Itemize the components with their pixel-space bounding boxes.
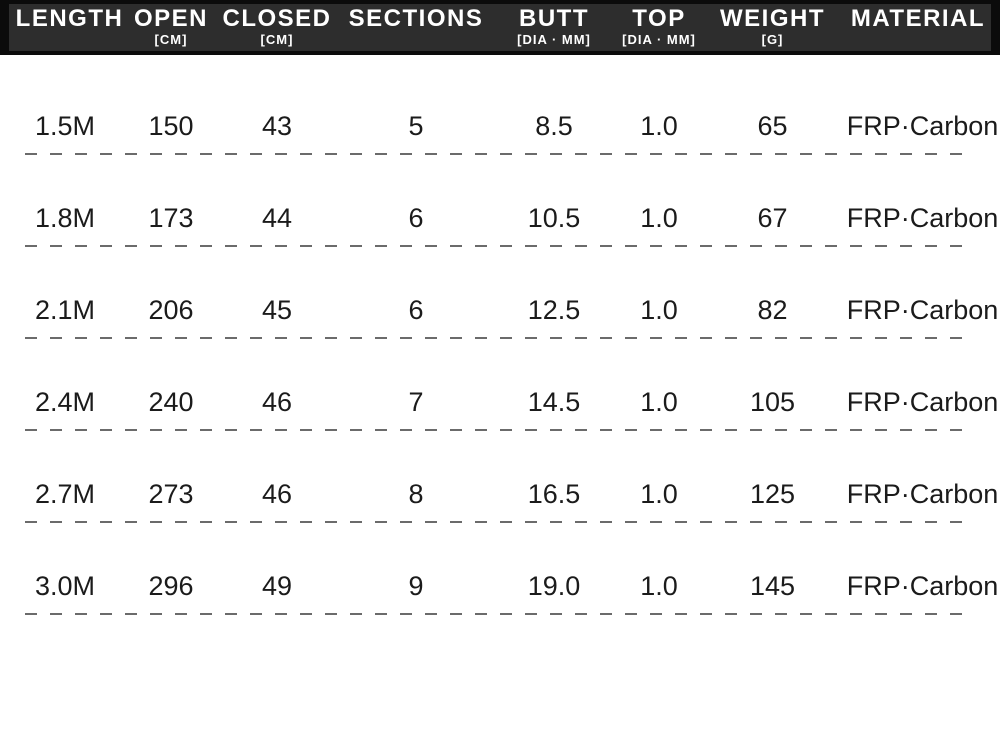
row-divider (25, 429, 972, 431)
cell-top: 1.0 (640, 479, 678, 509)
column-header-material: MATERIAL (845, 4, 991, 47)
cell-sections: 6 (408, 203, 424, 233)
cell-sections: 9 (408, 571, 424, 601)
column-label: OPEN (133, 5, 208, 32)
cell-weight: 145 (749, 571, 796, 601)
cell-length: 2.4M (34, 387, 96, 417)
cell-length: 2.1M (34, 295, 96, 325)
column-label: SECTIONS (348, 5, 484, 32)
cell-open: 150 (148, 111, 194, 141)
row-divider (25, 153, 972, 155)
cell-closed: 46 (261, 479, 293, 509)
row-divider (25, 613, 972, 615)
cell-length: 2.7M (34, 479, 96, 509)
cell-weight: 65 (757, 111, 788, 141)
column-unit: [CM] (154, 32, 188, 47)
cell-butt: 12.5 (527, 295, 581, 325)
table-row: 2.4M 240 46 7 14.5 1.0 105 FRP·Carbon (0, 339, 1000, 431)
column-label: WEIGHT (720, 5, 825, 32)
cell-sections: 5 (408, 111, 424, 141)
cell-length: 1.8M (34, 203, 96, 233)
cell-weight: 105 (749, 387, 796, 417)
cell-top: 1.0 (640, 295, 678, 325)
spec-table: LENGTH OPEN [CM] CLOSED [CM] SECTIONS BU… (0, 0, 1000, 615)
column-header-butt: BUTT [DIA · MM] (490, 4, 618, 47)
column-header-open: OPEN [CM] (130, 4, 212, 47)
cell-sections: 7 (408, 387, 424, 417)
cell-sections: 6 (408, 295, 424, 325)
cell-butt: 8.5 (535, 111, 573, 141)
cell-sections: 8 (408, 479, 424, 509)
cell-butt: 16.5 (527, 479, 581, 509)
cell-closed: 45 (261, 295, 293, 325)
cell-material: FRP·Carbon (846, 295, 999, 325)
column-label: LENGTH (15, 5, 124, 32)
cell-material: FRP·Carbon (846, 387, 999, 417)
cell-weight: 82 (757, 295, 788, 325)
column-unit: [CM] (260, 32, 294, 47)
column-label: TOP (632, 5, 686, 32)
cell-closed: 44 (261, 203, 293, 233)
table-row: 2.7M 273 46 8 16.5 1.0 125 FRP·Carbon (0, 431, 1000, 523)
cell-material: FRP·Carbon (846, 479, 999, 509)
cell-butt: 14.5 (527, 387, 581, 417)
cell-closed: 46 (261, 387, 293, 417)
cell-open: 273 (148, 479, 194, 509)
cell-top: 1.0 (640, 111, 678, 141)
column-header-top: TOP [DIA · MM] (618, 4, 700, 47)
cell-open: 240 (148, 387, 194, 417)
cell-material: FRP·Carbon (846, 203, 999, 233)
cell-open: 296 (148, 571, 194, 601)
column-unit: [DIA · MM] (517, 32, 591, 47)
column-label: BUTT (519, 5, 589, 32)
cell-top: 1.0 (640, 571, 678, 601)
cell-length: 3.0M (34, 571, 96, 601)
column-label: MATERIAL (850, 5, 986, 32)
column-header-sections: SECTIONS (342, 4, 490, 47)
column-unit: [G] (761, 32, 784, 47)
cell-material: FRP·Carbon (846, 571, 999, 601)
table-row: 1.8M 173 44 6 10.5 1.0 67 FRP·Carbon (0, 155, 1000, 247)
column-header-length: LENGTH (9, 4, 130, 47)
table-body: 1.5M 150 43 5 8.5 1.0 65 FRP·Carbon 1.8M… (0, 55, 1000, 615)
cell-closed: 49 (261, 571, 293, 601)
cell-material: FRP·Carbon (846, 111, 999, 141)
column-header-weight: WEIGHT [G] (700, 4, 845, 47)
table-row: 2.1M 206 45 6 12.5 1.0 82 FRP·Carbon (0, 247, 1000, 339)
cell-top: 1.0 (640, 387, 678, 417)
cell-length: 1.5M (34, 111, 96, 141)
table-row: 3.0M 296 49 9 19.0 1.0 145 FRP·Carbon (0, 523, 1000, 615)
row-divider (25, 245, 972, 247)
column-unit: [DIA · MM] (622, 32, 696, 47)
row-divider (25, 521, 972, 523)
cell-top: 1.0 (640, 203, 678, 233)
cell-open: 206 (148, 295, 194, 325)
cell-open: 173 (148, 203, 194, 233)
cell-weight: 125 (749, 479, 796, 509)
cell-closed: 43 (261, 111, 293, 141)
cell-weight: 67 (757, 203, 788, 233)
column-label: CLOSED (222, 5, 332, 32)
table-header: LENGTH OPEN [CM] CLOSED [CM] SECTIONS BU… (0, 0, 1000, 55)
cell-butt: 19.0 (527, 571, 581, 601)
row-divider (25, 337, 972, 339)
column-header-closed: CLOSED [CM] (212, 4, 342, 47)
table-row: 1.5M 150 43 5 8.5 1.0 65 FRP·Carbon (0, 63, 1000, 155)
cell-butt: 10.5 (527, 203, 581, 233)
